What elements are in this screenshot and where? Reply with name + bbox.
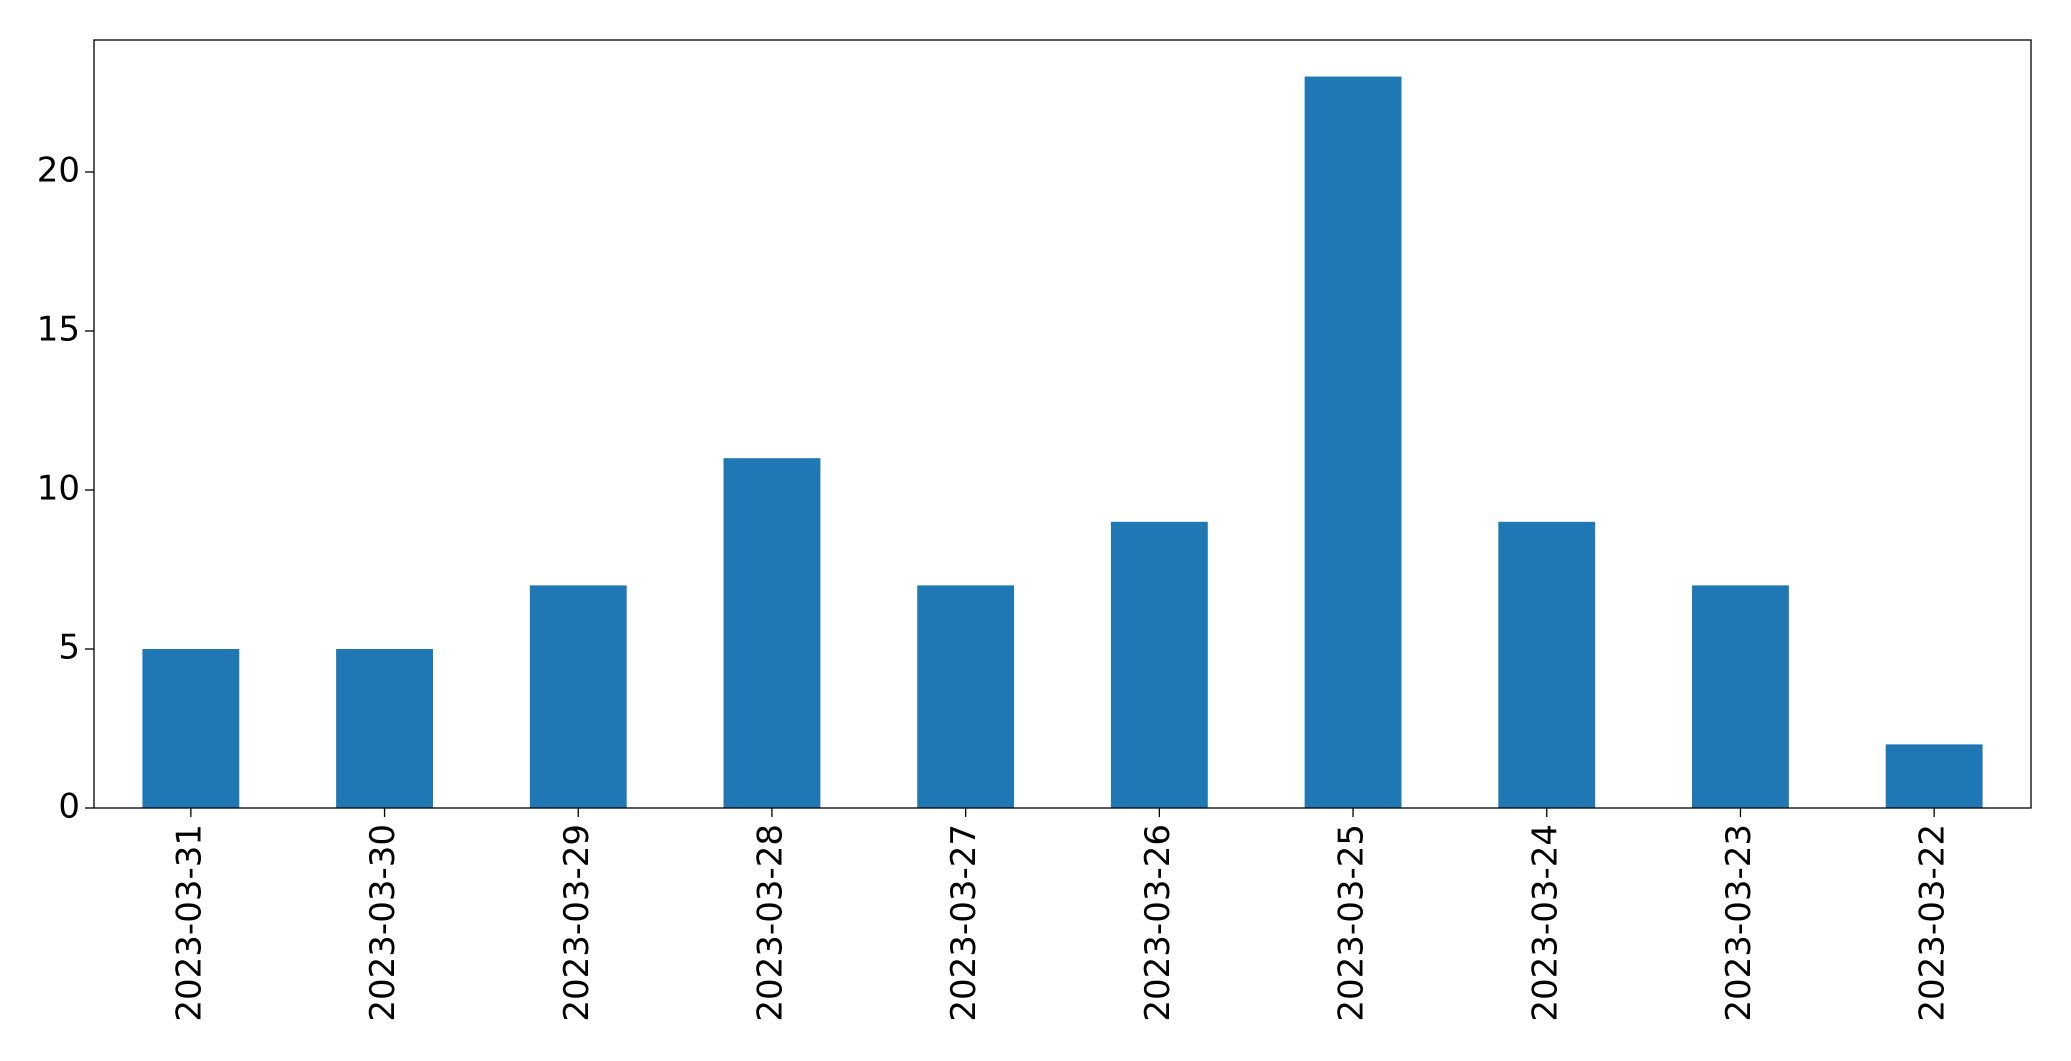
bar [1304,76,1402,809]
bar [1885,744,1983,808]
x-tick-label: 2023-03-31 [169,824,209,1022]
y-tick-label: 5 [58,627,80,667]
y-tick-label: 10 [37,468,80,508]
y-tick-label: 20 [37,150,80,190]
bar [1110,521,1208,808]
x-tick-label: 2023-03-30 [363,824,403,1022]
bar [336,648,433,808]
bar [529,585,627,808]
x-tick-label: 2023-03-22 [1913,824,1953,1022]
x-tick-label: 2023-03-26 [1138,824,1178,1022]
x-tick-label: 2023-03-23 [1719,824,1759,1022]
bar [1692,585,1789,808]
bar [1498,521,1596,808]
x-tick-label: 2023-03-24 [1525,824,1565,1022]
x-tick-label: 2023-03-27 [944,824,984,1022]
plot-frame [93,39,2032,809]
x-tick-label: 2023-03-25 [1332,824,1372,1022]
bar [142,648,240,808]
bar [723,458,821,808]
y-tick-label: 0 [58,787,80,827]
y-tick-label: 15 [37,309,80,349]
bar [917,585,1015,808]
x-tick-label: 2023-03-28 [750,824,790,1022]
x-tick-label: 2023-03-29 [557,824,597,1022]
